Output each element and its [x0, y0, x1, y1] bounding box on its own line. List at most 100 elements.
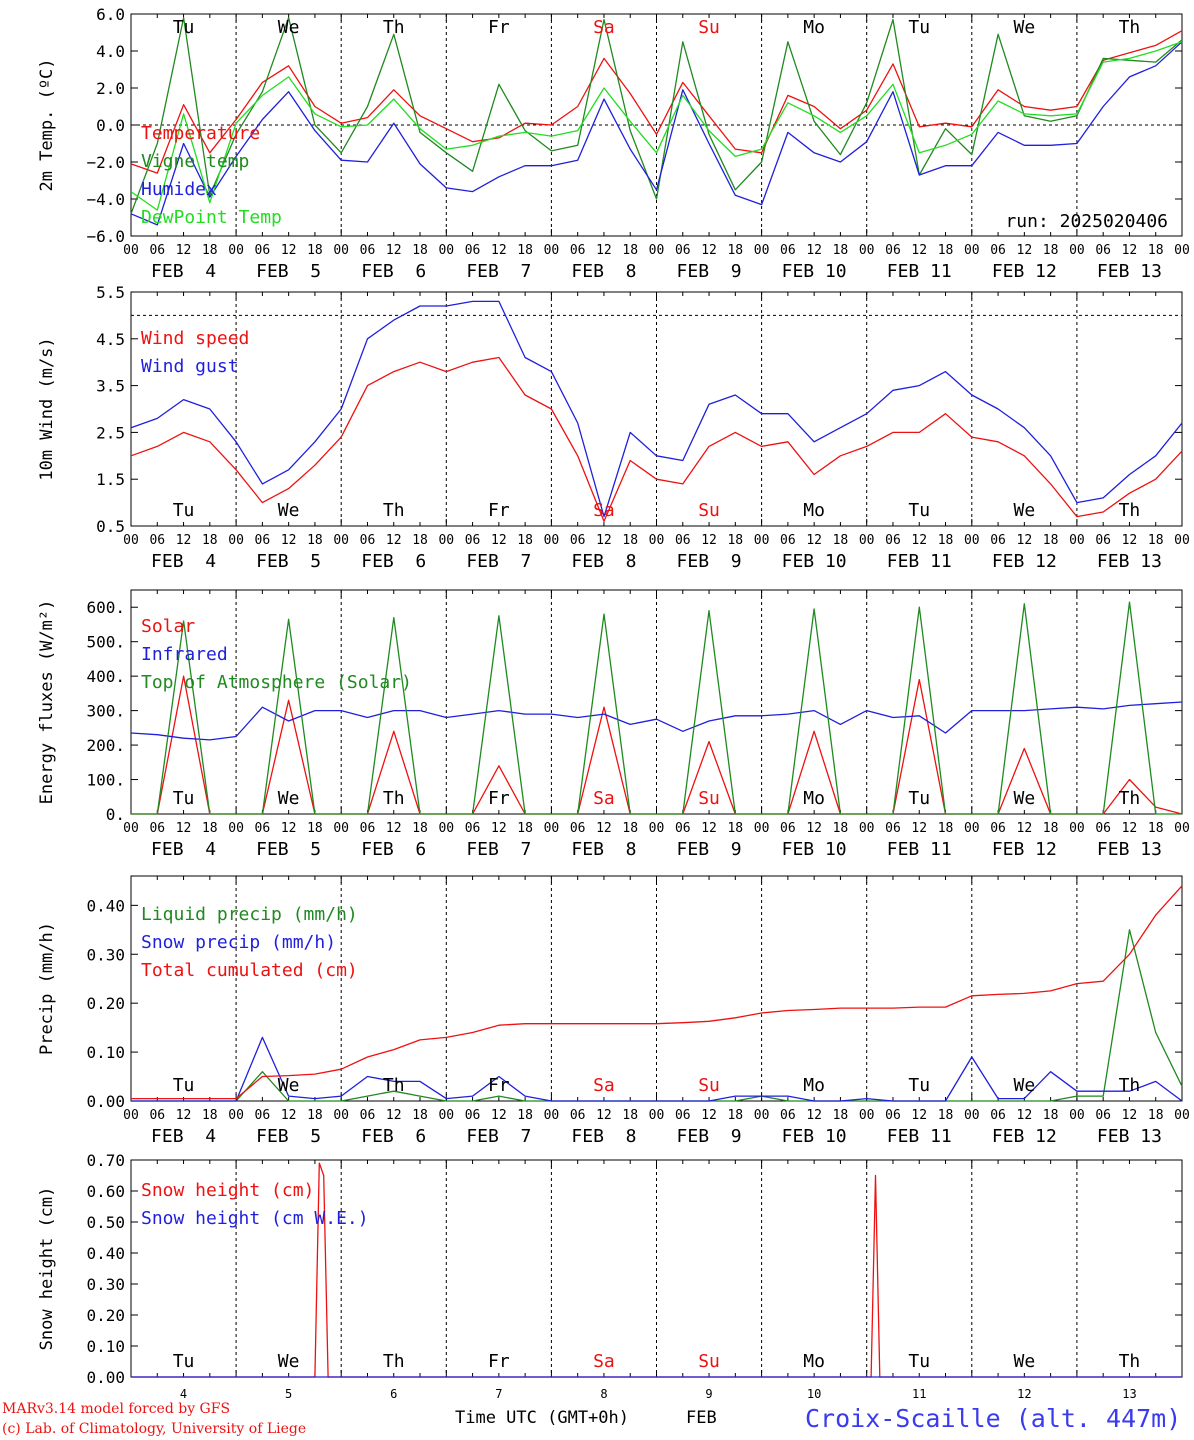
date-label: FEB 4 — [151, 839, 216, 860]
series-line-wind-speed — [130, 356, 1183, 522]
time-axis-label: Time UTC (GMT+0h) — [455, 1408, 629, 1428]
day-name-label: We — [1014, 500, 1036, 521]
hour-label: 06 — [1095, 821, 1111, 836]
day-name-label: We — [278, 500, 300, 521]
hour-label: 00 — [333, 243, 349, 258]
series-line-humidex — [130, 41, 1183, 226]
hour-label: 06 — [149, 1108, 165, 1123]
hour-label: 18 — [1043, 1108, 1059, 1123]
hour-label: 18 — [517, 1108, 533, 1123]
hour-label: 12 — [491, 821, 507, 836]
y-tick-label: 2.0 — [96, 79, 125, 98]
day-name-label: Th — [383, 17, 405, 38]
date-label: FEB 10 — [782, 551, 847, 572]
day-name-label: Sa — [593, 1351, 615, 1372]
day-name-label: Tu — [908, 1351, 930, 1372]
hour-label: 12 — [1017, 533, 1033, 548]
date-label: FEB 7 — [466, 839, 531, 860]
y-tick-label: 1.5 — [96, 470, 125, 489]
month-label: FEB — [686, 1408, 717, 1428]
hour-label: 00 — [228, 1108, 244, 1123]
hour-label: 00 — [544, 533, 560, 548]
date-label: FEB 11 — [887, 261, 952, 282]
date-label: FEB 8 — [571, 261, 636, 282]
y-tick-label: 500. — [86, 633, 125, 652]
hour-label: 12 — [911, 821, 927, 836]
hour-label: 18 — [1043, 243, 1059, 258]
hour-label: 12 — [701, 243, 717, 258]
y-tick-label: 0.30 — [86, 945, 125, 964]
panel-3: 600. 500. 400. 300. 200. 100. 0. Energy fluxes … — [37, 589, 1190, 860]
model-credit: MARv3.14 model forced by GFS — [2, 1401, 230, 1417]
hour-label: 18 — [833, 1108, 849, 1123]
y-tick-label: 4.5 — [96, 330, 125, 349]
day-name-label: Su — [698, 1075, 720, 1096]
day-name-label: Tu — [173, 788, 195, 809]
series-line-total-cumulated-cm- — [131, 885, 1183, 1100]
series-line-dewpoint-temp — [130, 41, 1183, 211]
date-label: FEB 12 — [992, 551, 1057, 572]
y-tick-label: 0.10 — [86, 1337, 125, 1356]
series-line-vigne-temp — [130, 17, 1183, 215]
hour-label: 00 — [649, 821, 665, 836]
hour-label: 06 — [990, 533, 1006, 548]
hour-label: 12 — [911, 533, 927, 548]
day-name-label: Mo — [803, 1351, 825, 1372]
hour-label: 18 — [412, 1108, 428, 1123]
hour-label: 06 — [990, 1108, 1006, 1123]
panels: 6.0 4.0 2.0 0.0 −2.0 −4.0 −6.0 2m Temp. (ºC) Tem… — [37, 5, 1190, 1401]
hour-label: 00 — [859, 821, 875, 836]
date-label: FEB 4 — [151, 1126, 216, 1147]
hour-label: 12 — [911, 243, 927, 258]
day-name-label: Th — [383, 788, 405, 809]
hour-label: 12 — [386, 1108, 402, 1123]
hour-label: 00 — [544, 243, 560, 258]
hour-label: 18 — [202, 821, 218, 836]
hour-label: 00 — [333, 533, 349, 548]
hour-label: 06 — [780, 1108, 796, 1123]
date-label: FEB 7 — [466, 551, 531, 572]
date-label: FEB 13 — [1097, 839, 1162, 860]
hour-label: 12 — [701, 533, 717, 548]
legend-entry: Snow precip (mm/h) — [141, 932, 336, 953]
y-tick-label: 0.70 — [86, 1151, 125, 1170]
date-label: FEB 6 — [361, 1126, 426, 1147]
date-label: FEB 8 — [571, 839, 636, 860]
date-label: FEB 5 — [256, 839, 321, 860]
hour-label: 12 — [1122, 1108, 1138, 1123]
date-label: FEB 11 — [887, 551, 952, 572]
hour-label: 12 — [491, 243, 507, 258]
hour-label: 12 — [596, 243, 612, 258]
hour-label: 06 — [885, 1108, 901, 1123]
date-label: FEB 9 — [677, 1126, 742, 1147]
hour-label: 00 — [859, 1108, 875, 1123]
hour-label: 18 — [622, 821, 638, 836]
hour-label: 06 — [675, 821, 691, 836]
hour-label: 06 — [255, 533, 271, 548]
hour-label: 12 — [1017, 243, 1033, 258]
hour-label: 12 — [596, 821, 612, 836]
y-tick-label: 0.30 — [86, 1275, 125, 1294]
hour-label: 18 — [1148, 821, 1164, 836]
hour-label: 00 — [123, 821, 139, 836]
hour-label: 00 — [754, 821, 770, 836]
hour-label: 18 — [622, 243, 638, 258]
y-axis-label: Precip (mm/h) — [37, 922, 57, 1055]
hour-label: 18 — [307, 243, 323, 258]
legend-entry: Liquid precip (mm/h) — [141, 904, 358, 925]
footer: MARv3.14 model forced by GFS (c) Lab. of… — [2, 1401, 1181, 1437]
hour-label: 12 — [386, 821, 402, 836]
hour-label: 12 — [281, 243, 297, 258]
hour-label: 18 — [938, 1108, 954, 1123]
hour-label: 06 — [675, 243, 691, 258]
day-name-label: Th — [383, 1075, 405, 1096]
date-label: FEB 11 — [887, 839, 952, 860]
day-number-label: 9 — [705, 1387, 712, 1401]
legend-entry: Temperature — [141, 123, 260, 144]
hour-label: 06 — [255, 1108, 271, 1123]
hour-label: 00 — [544, 821, 560, 836]
y-tick-label: −2.0 — [86, 153, 125, 172]
hour-label: 06 — [675, 533, 691, 548]
hour-label: 00 — [754, 1108, 770, 1123]
